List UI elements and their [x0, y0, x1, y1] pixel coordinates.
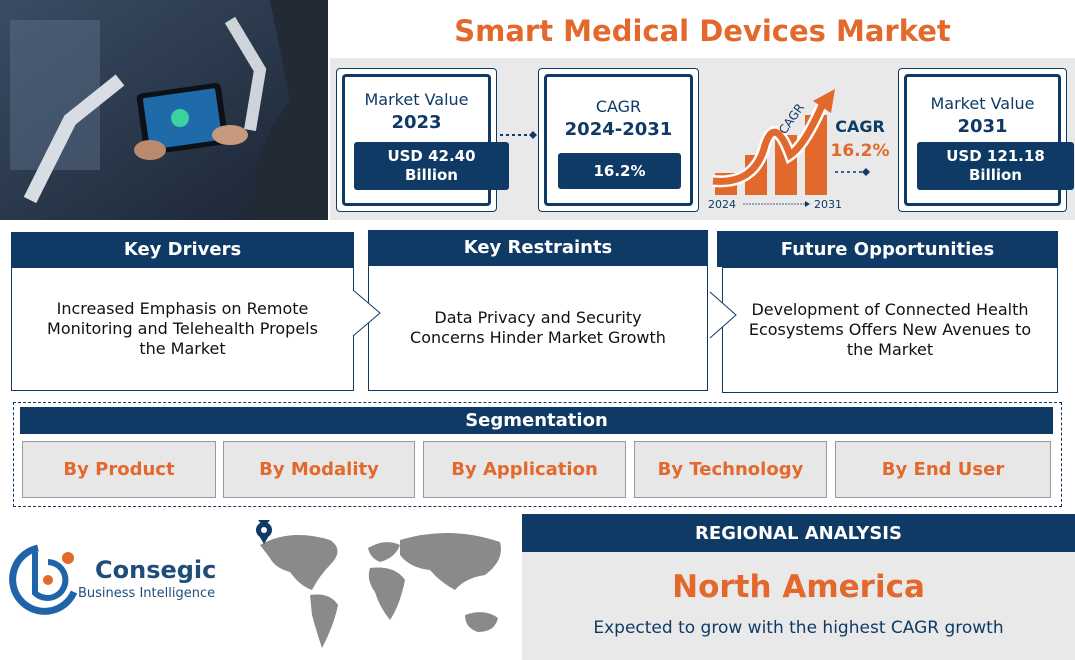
end-year: 2031 — [814, 198, 842, 211]
stat-period: 2031 — [957, 116, 1008, 137]
stat-value: 16.2% — [558, 153, 681, 189]
stat-period: 2023 — [391, 112, 442, 133]
logo-mark — [9, 544, 78, 615]
stat-value: USD 42.40 Billion — [354, 142, 509, 190]
region-note: Expected to grow with the highest CAGR g… — [593, 618, 1004, 638]
cagr-graphic: CAGR CAGR 16.2% 2024 2031 — [708, 89, 890, 211]
connector — [500, 131, 537, 139]
card-title: Key Restraints — [368, 230, 708, 265]
stat-value: USD 121.18 Billion — [917, 142, 1074, 190]
card-title: Future Opportunities — [717, 231, 1058, 267]
segment: By Product — [22, 441, 216, 498]
segmentation-frame — [13, 402, 1062, 507]
segment: By Modality — [223, 441, 415, 498]
title: Smart Medical Devices Market — [454, 14, 951, 48]
brand-tagline: Business Intelligence — [78, 586, 216, 601]
segment: By End User — [835, 441, 1051, 498]
chevrons — [352, 290, 737, 339]
cagr-value: 16.2% — [831, 141, 890, 161]
stat-label: Market Value — [930, 94, 1035, 113]
card-title: Key Drivers — [11, 232, 354, 267]
world-map — [256, 520, 501, 648]
segment: By Technology — [634, 441, 827, 498]
stat-card: Market Value 2031 USD 121.18 Billion — [898, 68, 1074, 212]
card-text: Increased Emphasis on Remote Monitoring … — [11, 267, 354, 391]
segmentation-title: Segmentation — [20, 407, 1053, 434]
start-year: 2024 — [708, 198, 736, 211]
stat-label: Market Value — [364, 90, 469, 109]
card-text: Data Privacy and Security Concerns Hinde… — [368, 265, 708, 391]
hero-image — [0, 0, 328, 220]
brand-name: Consegic — [95, 556, 217, 584]
region-name: North America — [672, 569, 925, 605]
stat-period: 2024-2031 — [564, 119, 673, 140]
cagr-label: CAGR — [835, 117, 885, 136]
segment: By Application — [423, 441, 626, 498]
card-text: Development of Connected Health Ecosyste… — [722, 267, 1058, 393]
regional-title: REGIONAL ANALYSIS — [522, 514, 1075, 552]
stat-card: CAGR 2024-2031 16.2% — [538, 68, 699, 212]
stat-card: Market Value 2023 USD 42.40 Billion — [336, 68, 509, 212]
stat-label: CAGR — [595, 97, 642, 116]
